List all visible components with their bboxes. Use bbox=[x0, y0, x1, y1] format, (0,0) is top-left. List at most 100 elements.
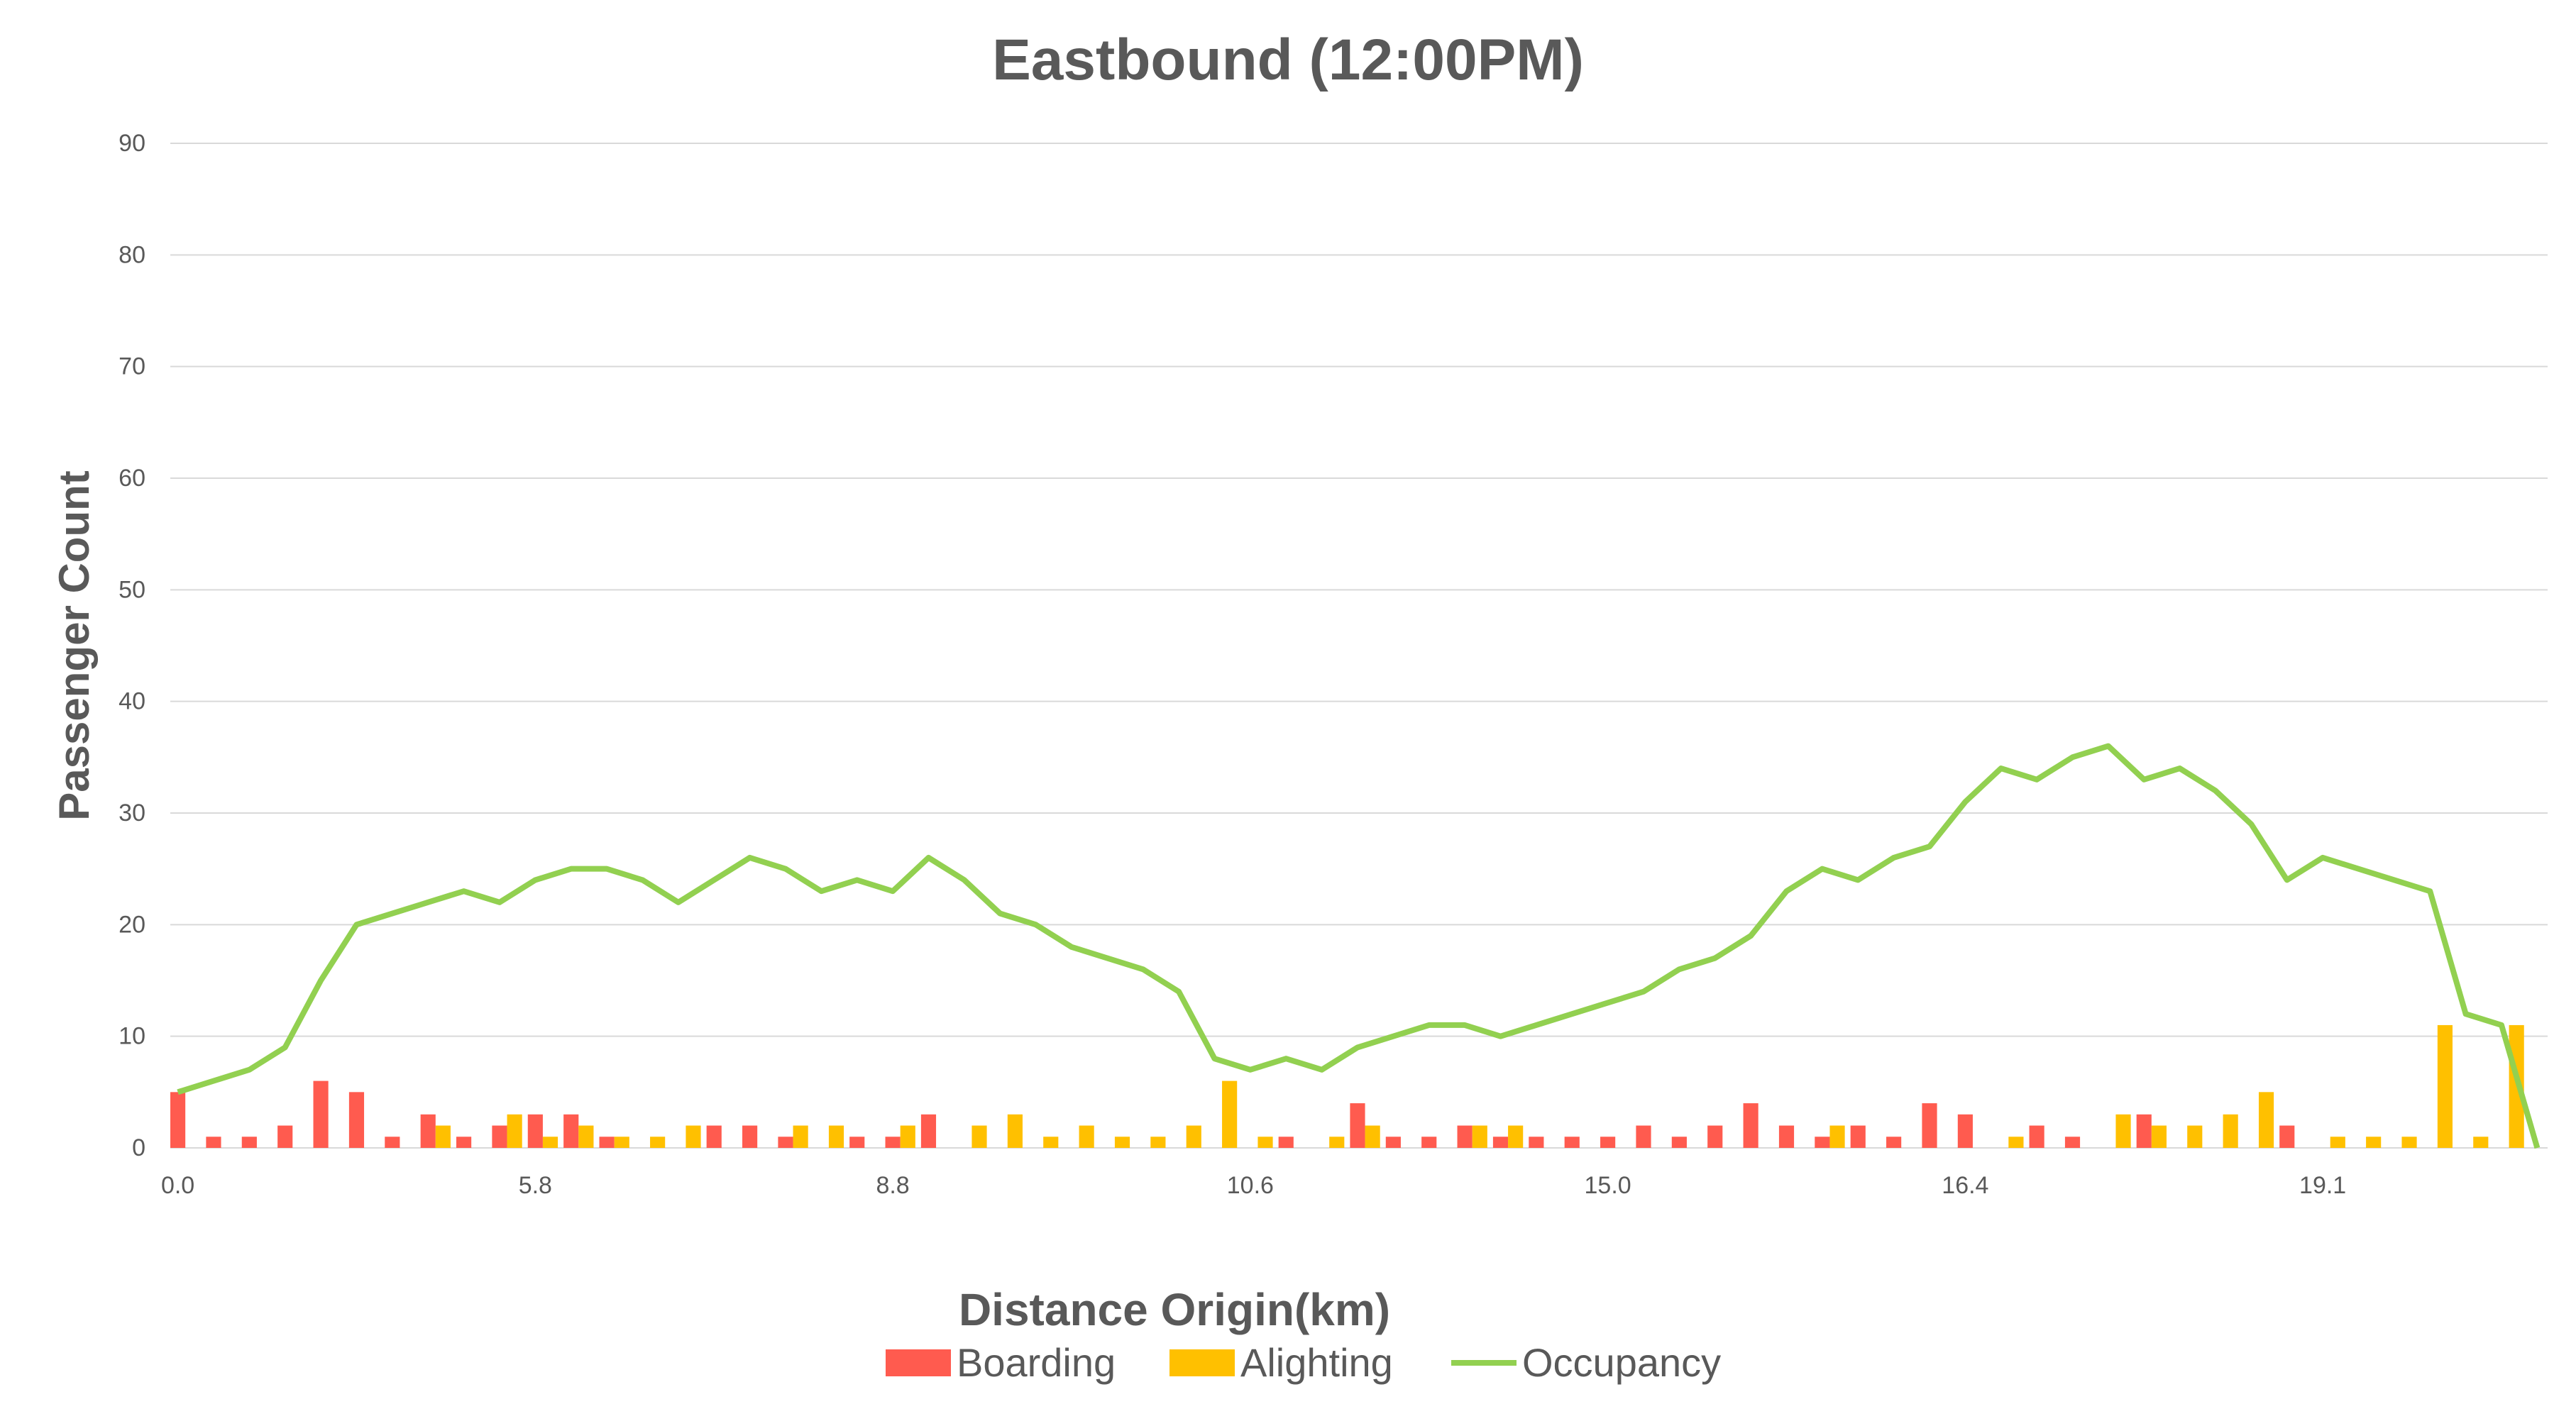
boarding-bar bbox=[241, 1137, 257, 1148]
alighting-bar bbox=[900, 1125, 915, 1148]
boarding-bar bbox=[849, 1137, 865, 1148]
boarding-bar bbox=[1457, 1125, 1473, 1148]
boarding-bar bbox=[2279, 1125, 2295, 1148]
alighting-bar bbox=[2187, 1125, 2203, 1148]
alighting-bar bbox=[2437, 1024, 2453, 1148]
boarding-bar bbox=[1886, 1137, 1902, 1148]
alighting-bar bbox=[1829, 1125, 1845, 1148]
alighting-bar bbox=[507, 1114, 522, 1148]
y-tick-label: 60 bbox=[119, 465, 145, 492]
legend: Boarding Alighting Occupancy bbox=[886, 1340, 1721, 1385]
boarding-bar bbox=[1350, 1103, 1365, 1148]
boarding-bar bbox=[778, 1137, 793, 1148]
y-tick-labels: 0 10 20 30 40 50 60 70 80 90 bbox=[119, 130, 145, 1161]
x-tick-label: 10.6 bbox=[1227, 1172, 1274, 1199]
boarding-bar bbox=[1564, 1137, 1580, 1148]
alighting-bar bbox=[1257, 1137, 1273, 1148]
boarding-bar bbox=[920, 1114, 937, 1148]
legend-label-alighting: Alighting bbox=[1240, 1340, 1393, 1385]
alighting-bar bbox=[1365, 1125, 1380, 1148]
x-tick-label: 19.1 bbox=[2299, 1172, 2346, 1199]
boarding-bar bbox=[313, 1080, 329, 1148]
boarding-bar bbox=[1385, 1137, 1401, 1148]
alighting-bar bbox=[614, 1137, 629, 1148]
bars bbox=[170, 1024, 2524, 1148]
boarding-bar bbox=[2064, 1137, 2081, 1148]
boarding-bar bbox=[277, 1125, 293, 1148]
alighting-bar bbox=[2115, 1114, 2131, 1148]
boarding-bar bbox=[1850, 1125, 1866, 1148]
legend-swatch-alighting bbox=[1169, 1349, 1235, 1376]
boarding-bar bbox=[348, 1092, 365, 1148]
alighting-bar bbox=[578, 1125, 594, 1148]
boarding-bar bbox=[2136, 1114, 2152, 1148]
alighting-bar bbox=[793, 1125, 808, 1148]
boarding-bar bbox=[885, 1137, 901, 1148]
alighting-bar bbox=[1472, 1125, 1487, 1148]
occupancy-line-layer bbox=[177, 743, 2541, 1149]
alighting-bar bbox=[1114, 1137, 1130, 1148]
boarding-bar bbox=[599, 1137, 615, 1148]
alighting-bar bbox=[1508, 1125, 1524, 1148]
x-tick-label: 8.8 bbox=[876, 1172, 909, 1199]
boarding-bar bbox=[2029, 1125, 2044, 1148]
boarding-bar bbox=[1600, 1137, 1616, 1148]
boarding-bar bbox=[1492, 1137, 1509, 1148]
x-tick-label: 5.8 bbox=[519, 1172, 552, 1199]
chart-title: Eastbound (12:00PM) bbox=[992, 28, 1584, 92]
boarding-bar bbox=[1743, 1103, 1758, 1148]
boarding-bar bbox=[420, 1114, 436, 1148]
alighting-bar bbox=[2330, 1137, 2345, 1148]
x-axis-label: Distance Origin(km) bbox=[959, 1284, 1390, 1335]
alighting-bar bbox=[2008, 1137, 2024, 1148]
boarding-bar bbox=[492, 1125, 507, 1148]
y-tick-label: 90 bbox=[119, 130, 145, 157]
y-tick-label: 40 bbox=[119, 688, 145, 715]
y-tick-label: 10 bbox=[119, 1023, 145, 1050]
y-tick-label: 0 bbox=[132, 1134, 145, 1161]
alighting-bar bbox=[435, 1125, 451, 1148]
boarding-bar bbox=[206, 1137, 221, 1148]
alighting-bar bbox=[2258, 1092, 2274, 1148]
alighting-bar bbox=[1329, 1137, 1345, 1148]
alighting-bar bbox=[1150, 1137, 1166, 1148]
x-tick-label: 15.0 bbox=[1585, 1172, 1631, 1199]
alighting-bar bbox=[2366, 1137, 2382, 1148]
boarding-bar bbox=[456, 1137, 472, 1148]
alighting-bar bbox=[2151, 1125, 2167, 1148]
alighting-bar bbox=[1007, 1114, 1023, 1148]
y-tick-label: 20 bbox=[119, 911, 145, 938]
legend-label-occupancy: Occupancy bbox=[1522, 1340, 1721, 1385]
y-tick-label: 30 bbox=[119, 800, 145, 827]
boarding-bar bbox=[1636, 1125, 1651, 1148]
boarding-bar bbox=[742, 1125, 758, 1148]
alighting-bar bbox=[1079, 1125, 1094, 1148]
boarding-bar bbox=[385, 1137, 400, 1148]
legend-swatch-boarding bbox=[886, 1349, 951, 1376]
alighting-bar bbox=[1186, 1125, 1201, 1148]
x-tick-labels: 0.0 5.8 8.8 10.6 15.0 16.4 19.1 bbox=[161, 1172, 2346, 1199]
alighting-bar bbox=[650, 1137, 666, 1148]
y-axis-label: Passenger Count bbox=[50, 470, 98, 820]
x-tick-label: 16.4 bbox=[1942, 1172, 1988, 1199]
boarding-bar bbox=[1957, 1114, 1973, 1148]
alighting-bar bbox=[686, 1125, 701, 1148]
y-tick-label: 50 bbox=[119, 576, 145, 603]
alighting-bar bbox=[2473, 1137, 2489, 1148]
boarding-bar bbox=[563, 1114, 579, 1148]
y-tick-label: 70 bbox=[119, 353, 145, 380]
boarding-bar bbox=[1529, 1137, 1544, 1148]
occupancy-line bbox=[177, 743, 2541, 1149]
alighting-bar bbox=[2401, 1137, 2417, 1148]
x-tick-label: 0.0 bbox=[161, 1172, 194, 1199]
boarding-bar bbox=[1707, 1125, 1723, 1148]
alighting-bar bbox=[1222, 1080, 1238, 1148]
boarding-bar bbox=[1922, 1103, 1937, 1148]
boarding-bar bbox=[1815, 1137, 1830, 1148]
boarding-bar bbox=[706, 1125, 722, 1148]
y-tick-label: 80 bbox=[119, 241, 145, 268]
alighting-bar bbox=[2223, 1114, 2238, 1148]
gridlines bbox=[170, 143, 2548, 1149]
boarding-bar bbox=[1778, 1125, 1795, 1148]
